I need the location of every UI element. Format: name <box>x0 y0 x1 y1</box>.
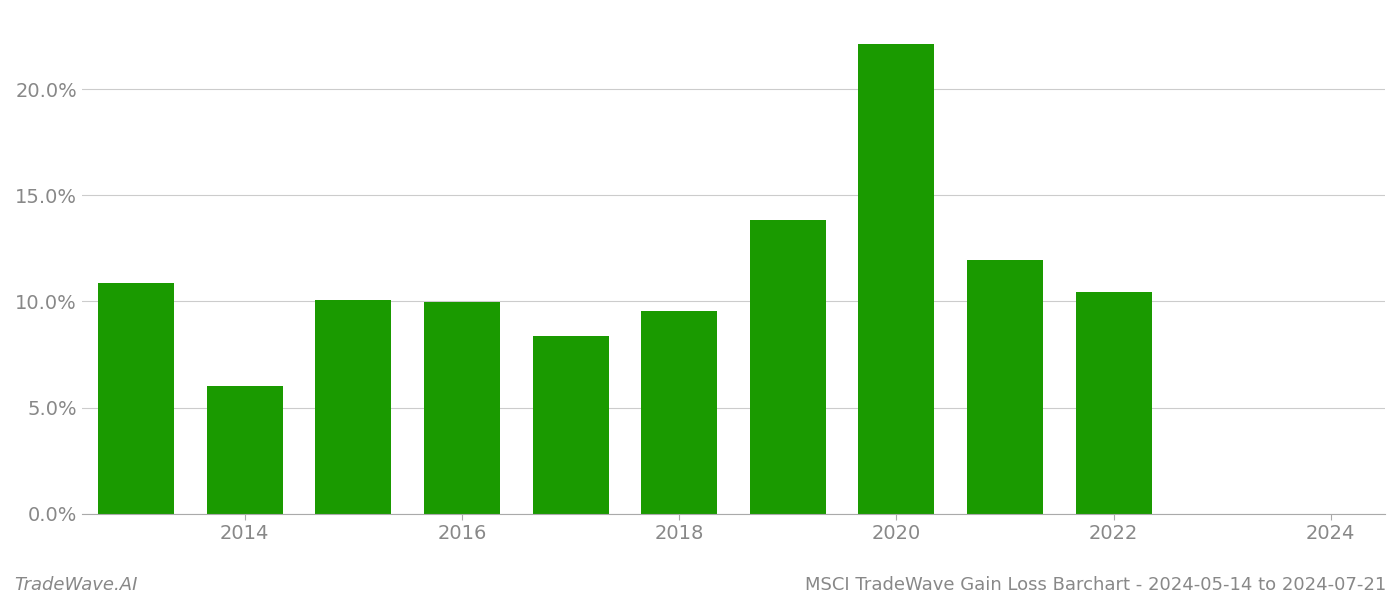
Text: TradeWave.AI: TradeWave.AI <box>14 576 137 594</box>
Bar <box>750 220 826 514</box>
Bar <box>315 301 392 514</box>
Bar <box>641 311 717 514</box>
Text: MSCI TradeWave Gain Loss Barchart - 2024-05-14 to 2024-07-21: MSCI TradeWave Gain Loss Barchart - 2024… <box>805 576 1386 594</box>
Bar <box>532 337 609 514</box>
Bar <box>98 283 174 514</box>
Bar <box>1075 292 1152 514</box>
Bar <box>858 44 934 514</box>
Bar <box>967 260 1043 514</box>
Bar <box>424 302 500 514</box>
Bar <box>207 386 283 514</box>
